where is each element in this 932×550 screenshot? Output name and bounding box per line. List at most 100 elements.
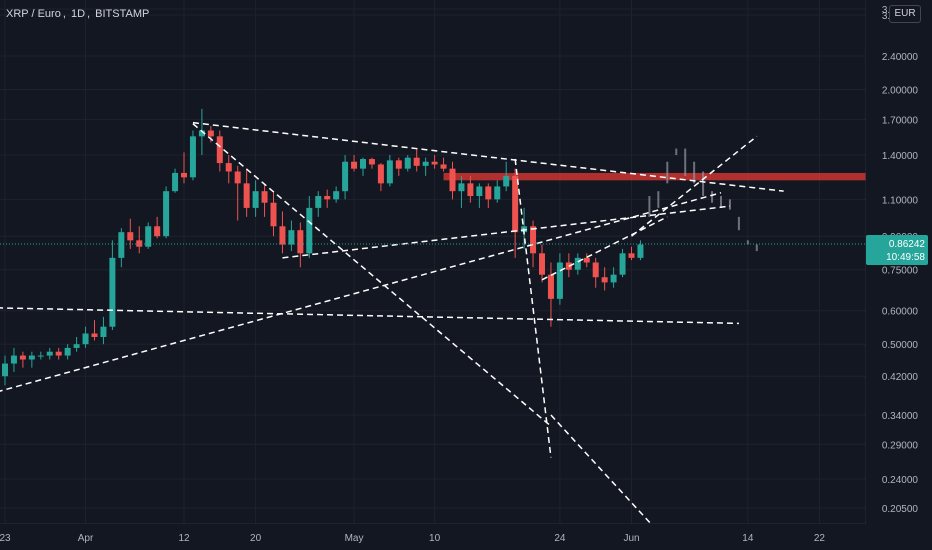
projection-candle bbox=[737, 216, 740, 231]
time-tick-label: 14 bbox=[742, 533, 754, 544]
projection-candle bbox=[711, 191, 714, 203]
candle-body bbox=[73, 344, 80, 348]
candle-body bbox=[172, 172, 179, 192]
price-tick-label: 1.40000 bbox=[882, 151, 919, 162]
candle-body bbox=[207, 130, 214, 137]
price-tick-label: 0.42000 bbox=[882, 372, 919, 383]
trendline bbox=[514, 158, 552, 458]
candle-body bbox=[279, 226, 286, 245]
candle-body bbox=[46, 351, 53, 356]
symbol-name[interactable]: XRP / Euro bbox=[6, 8, 61, 20]
time-axis-bg bbox=[0, 524, 932, 550]
candle-body bbox=[37, 355, 44, 357]
time-tick-label: 20 bbox=[250, 533, 262, 544]
candle-body bbox=[333, 191, 340, 200]
candle-body bbox=[82, 333, 89, 345]
projection-candle bbox=[702, 171, 705, 197]
candle-body bbox=[386, 160, 393, 184]
candle-body bbox=[619, 253, 626, 275]
symbol-header: XRP / Euro, 1D, BITSTAMP bbox=[6, 8, 150, 20]
candle-body bbox=[351, 161, 358, 169]
candle-body bbox=[91, 333, 98, 337]
candle-body bbox=[100, 326, 107, 337]
candle-body bbox=[592, 262, 599, 278]
candle-body bbox=[2, 363, 8, 377]
candle-body bbox=[360, 159, 366, 169]
candle-body bbox=[610, 274, 617, 283]
candle-body bbox=[225, 163, 232, 172]
last-price-label: 0.86242 bbox=[889, 239, 926, 250]
projection-candle bbox=[728, 199, 731, 210]
projection-candle bbox=[755, 244, 758, 252]
time-tick-label: 10 bbox=[429, 533, 441, 544]
candle-body bbox=[431, 161, 438, 165]
projection-candle bbox=[648, 196, 651, 217]
candle-body bbox=[449, 168, 456, 192]
candle-body bbox=[395, 160, 402, 169]
candle-body bbox=[297, 230, 304, 254]
trendline bbox=[631, 135, 758, 237]
trendline bbox=[0, 307, 739, 325]
price-tick-label: 0.24000 bbox=[882, 475, 919, 486]
candle-body bbox=[216, 136, 223, 164]
trendline bbox=[541, 216, 668, 281]
candle-body bbox=[601, 277, 608, 283]
last-price-box bbox=[866, 235, 928, 266]
price-tick-label: 0.60000 bbox=[882, 307, 919, 318]
time-tick-label: May bbox=[345, 533, 364, 544]
candle-body bbox=[127, 232, 134, 241]
projection-candle bbox=[675, 148, 678, 156]
price-tick-label: 2.40000 bbox=[882, 52, 919, 63]
candle-body bbox=[118, 232, 125, 258]
candle-body bbox=[494, 186, 501, 200]
candle-body bbox=[252, 191, 259, 208]
candle-body bbox=[539, 253, 545, 275]
projection-candles bbox=[648, 148, 758, 252]
projection-candle bbox=[684, 148, 687, 176]
candles bbox=[2, 108, 644, 386]
candle-body bbox=[485, 186, 492, 200]
trendline bbox=[0, 192, 722, 392]
candle-body bbox=[530, 226, 537, 254]
candle-body bbox=[270, 202, 277, 227]
candle-body bbox=[556, 262, 563, 299]
candle-body bbox=[547, 274, 554, 299]
last-price-marker: 0.86242 10:49:58 bbox=[0, 235, 928, 266]
candle-body bbox=[467, 183, 474, 197]
candle-body bbox=[198, 130, 205, 137]
candle-body bbox=[458, 183, 465, 192]
candle-body bbox=[10, 355, 17, 364]
candle-body bbox=[324, 196, 331, 200]
time-tick-label: Apr bbox=[78, 533, 94, 544]
price-tick-label: 0.29000 bbox=[882, 440, 919, 451]
candle-body bbox=[583, 257, 590, 263]
projection-candle bbox=[746, 240, 749, 245]
candle-body bbox=[154, 226, 161, 237]
candle-body bbox=[422, 161, 429, 166]
time-tick-label: 24 bbox=[554, 533, 566, 544]
trendline bbox=[192, 123, 552, 427]
candle-body bbox=[234, 171, 241, 184]
candle-body bbox=[19, 355, 26, 360]
candle-body bbox=[574, 257, 581, 270]
candle-body bbox=[181, 172, 187, 178]
candle-body bbox=[64, 347, 71, 356]
trendline bbox=[192, 121, 784, 192]
candle-body bbox=[55, 351, 62, 356]
projection-candle bbox=[693, 161, 696, 184]
time-axis[interactable]: 23 Apr 12 20 May 10 24 Jun 14 22 bbox=[0, 524, 932, 550]
candle-body bbox=[476, 186, 483, 197]
candle-body bbox=[440, 164, 447, 169]
projection-candle bbox=[666, 161, 669, 184]
candle-body bbox=[342, 161, 349, 192]
currency-button[interactable]: EUR bbox=[889, 5, 921, 23]
candle-body bbox=[628, 253, 635, 258]
candle-body bbox=[189, 136, 196, 178]
price-tick-label: 2.00000 bbox=[882, 86, 919, 97]
candle-body bbox=[404, 157, 411, 169]
interval-label[interactable]: 1D bbox=[70, 8, 86, 20]
candle-body bbox=[306, 207, 313, 254]
candle-body bbox=[315, 196, 322, 208]
